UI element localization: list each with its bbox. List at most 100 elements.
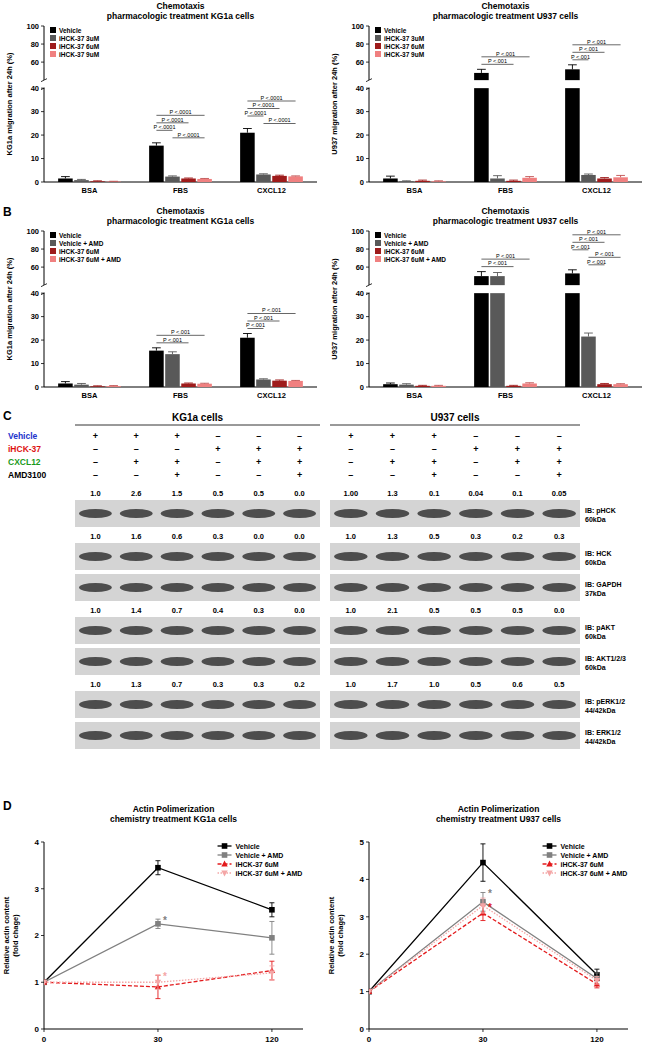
y-tick-label: 60 xyxy=(31,263,39,272)
error-cap xyxy=(200,383,209,384)
kda-label: 60kDa xyxy=(585,516,606,523)
y-tick-label: 10 xyxy=(356,359,364,368)
error-bar xyxy=(493,273,502,277)
bar xyxy=(181,178,196,182)
y-tick xyxy=(41,935,44,936)
blot-band xyxy=(418,509,451,518)
legend-swatch xyxy=(375,248,381,254)
quantification: 1.0 xyxy=(346,532,356,541)
error-cap xyxy=(480,920,485,921)
blot-strip xyxy=(75,500,320,527)
marker xyxy=(594,978,600,984)
error-bar xyxy=(386,383,395,384)
treatment-sign: + xyxy=(134,457,139,467)
treatment-sign: + xyxy=(432,457,437,467)
ib-label: IB: AKT1/2/3 xyxy=(585,655,626,662)
marker xyxy=(369,989,372,995)
x-tick-label: BSA xyxy=(82,186,98,195)
error-bar xyxy=(200,178,209,179)
error-stem xyxy=(481,272,482,277)
p-value: P <.0001 xyxy=(153,124,175,130)
x-tick xyxy=(44,1029,45,1032)
series-line xyxy=(44,868,272,983)
kda-label: 60kDa xyxy=(585,664,606,671)
y-label: U937 migration after 24h (%) xyxy=(330,258,339,360)
treatment-sign: + xyxy=(348,431,353,441)
y-tick xyxy=(41,88,44,89)
panel-label: B xyxy=(3,205,12,219)
bar xyxy=(522,178,537,182)
error-bar xyxy=(584,333,593,337)
treatment-sign: + xyxy=(256,457,261,467)
quantification: 1.7 xyxy=(387,680,397,689)
error-stem xyxy=(481,69,482,73)
marker xyxy=(221,871,227,877)
error-bar xyxy=(477,272,486,277)
y-tick-label: 3 xyxy=(360,913,365,922)
p-value: P <.001 xyxy=(254,315,273,321)
y-axis-upper xyxy=(369,26,370,80)
y-tick xyxy=(366,293,369,294)
axis-break-gap xyxy=(45,285,318,293)
blot-band xyxy=(543,552,576,561)
blot-strip xyxy=(330,543,580,570)
blot-band xyxy=(418,583,451,592)
blot-band xyxy=(79,583,112,592)
bar-chart: Chemotaxispharmacologic treatment U937 c… xyxy=(330,1,643,195)
y-tick-label: 40 xyxy=(356,84,364,93)
y-tick xyxy=(41,842,44,843)
y-tick-label: 80 xyxy=(31,40,39,49)
x-tick-label: 120 xyxy=(590,1035,604,1044)
significance-bracket: P <.0001 xyxy=(156,109,204,115)
y-label: KG1a migration after 24h (%) xyxy=(5,52,14,155)
quantification: 0.5 xyxy=(471,680,481,689)
error-cap xyxy=(594,976,599,977)
series-line xyxy=(369,902,597,992)
y-tick xyxy=(41,387,44,388)
x-tick-label: 0 xyxy=(42,1035,47,1044)
y-tick xyxy=(366,231,369,232)
blot-strip xyxy=(75,722,320,749)
y-tick-label: 80 xyxy=(31,245,39,254)
blot-band xyxy=(79,509,112,518)
error-bar xyxy=(93,180,102,181)
error-bar xyxy=(525,382,534,384)
legend-label: Vehicle xyxy=(236,843,260,850)
treatment-sign: + xyxy=(215,444,220,454)
x-tick-label: BSA xyxy=(407,391,423,400)
blot-band xyxy=(501,626,534,635)
bar xyxy=(90,181,105,182)
ib-label: IB: HCK xyxy=(585,550,611,557)
treatment-sign: – xyxy=(215,457,220,467)
blot-band xyxy=(79,626,112,635)
bar xyxy=(490,178,505,182)
x-tick xyxy=(596,1029,597,1032)
error-bar xyxy=(584,174,593,176)
treatment-sign: + xyxy=(297,457,302,467)
treatment-sign: – xyxy=(134,470,139,480)
legend-label: Vehicle + AMD xyxy=(384,240,429,247)
p-value: P <.001 xyxy=(496,253,515,259)
legend-swatch xyxy=(375,256,381,262)
blot-band xyxy=(459,731,492,740)
y-tick-label: 40 xyxy=(31,289,39,298)
treatment-sign: – xyxy=(557,431,562,441)
y-label: (fold chage) xyxy=(336,914,345,957)
blot-band xyxy=(242,552,275,561)
legend-label: Vehicle xyxy=(59,232,82,239)
group-label: KG1a cells xyxy=(172,412,224,423)
error-cap xyxy=(568,269,577,270)
error-cap xyxy=(269,979,274,980)
p-value: P <.001 xyxy=(496,51,515,57)
error-stem xyxy=(588,333,589,337)
significance-bracket: P <.001 xyxy=(572,236,604,242)
subtitle: pharmacologic treatment KG1a cells xyxy=(107,11,255,21)
x-axis xyxy=(44,1029,303,1030)
error-cap xyxy=(269,916,274,917)
blot-band xyxy=(161,731,194,740)
blot-band xyxy=(283,657,316,666)
panel-label: C xyxy=(3,409,12,423)
significance-bracket: P <.0001 xyxy=(244,110,266,116)
error-cap xyxy=(269,965,274,966)
y-tick xyxy=(366,267,369,268)
